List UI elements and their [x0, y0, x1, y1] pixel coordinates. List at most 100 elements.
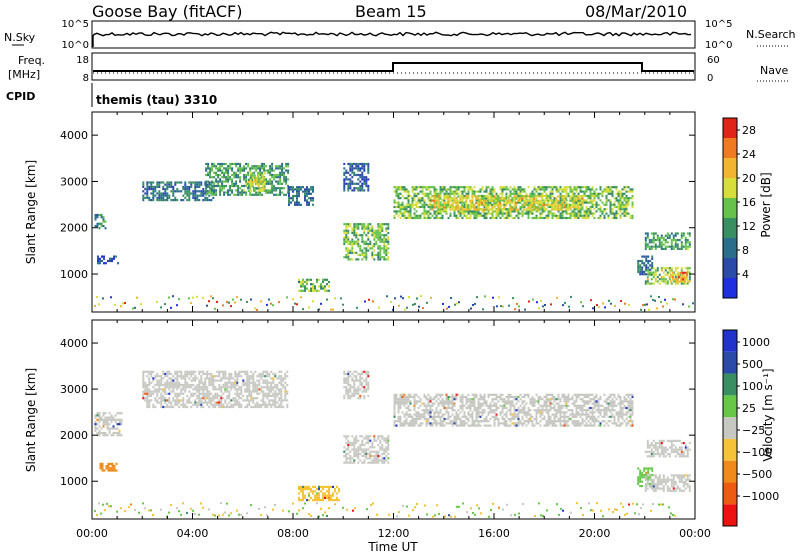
scatter-cell	[601, 192, 604, 195]
scatter-cell	[403, 210, 406, 213]
scatter-cell	[287, 169, 290, 172]
scatter-cell	[111, 259, 113, 263]
scatter-cell	[670, 269, 673, 272]
scatter-cell	[451, 409, 454, 412]
scatter-cell	[641, 268, 644, 271]
scatter-cell	[244, 370, 247, 373]
scatter-cell	[156, 372, 159, 376]
scatter-cell	[411, 395, 414, 399]
scatter-cell	[144, 192, 147, 195]
scatter-cell	[481, 409, 484, 412]
scatter-cell	[561, 210, 564, 213]
scatter-cell	[617, 208, 620, 211]
scatter-cell	[363, 223, 366, 226]
scatter-cell	[451, 398, 454, 401]
scatter-cell	[216, 401, 219, 404]
scatter-cell	[415, 194, 418, 198]
scatter-cell	[471, 402, 474, 405]
scatter-cell	[379, 249, 382, 252]
scatter-cell	[589, 197, 592, 200]
scatter-cell	[670, 275, 673, 279]
scatter-cell	[194, 185, 197, 188]
scatter-cell	[411, 422, 414, 425]
scatter-cell	[471, 417, 474, 421]
scatter-cell	[306, 192, 308, 195]
scatter-cell	[555, 208, 558, 211]
scatter-cell	[467, 404, 470, 407]
scatter-cell	[180, 392, 183, 395]
scatter-cell	[501, 197, 504, 200]
scatter-cell	[387, 448, 390, 451]
scatter-cell	[409, 216, 412, 220]
scatter-cell	[172, 386, 175, 389]
scatter-cell	[359, 249, 362, 252]
scatter-cell	[306, 190, 308, 193]
scatter-cell	[166, 379, 169, 382]
scatter-cell	[491, 195, 494, 198]
scatter-cell	[455, 420, 458, 423]
scatter-cell	[166, 372, 169, 376]
scatter-cell	[688, 280, 691, 283]
scatter-cell	[338, 499, 340, 502]
scatter-cell	[651, 262, 654, 265]
scatter-cell	[198, 372, 201, 376]
scatter-cell	[577, 186, 580, 189]
scatter-cell	[278, 375, 281, 378]
scatter-cell	[654, 271, 657, 274]
scatter-cell	[96, 431, 99, 435]
scatter-cell	[111, 257, 113, 260]
scatter-cell	[631, 203, 634, 206]
scatter-cell	[202, 190, 205, 193]
scatter-cell	[269, 167, 272, 170]
scatter-cell	[493, 199, 496, 202]
scatter-cell	[457, 393, 460, 396]
scatter-cell	[583, 194, 586, 198]
scatter-cell	[413, 208, 416, 211]
scatter-cell	[577, 214, 580, 217]
scatter-cell	[273, 173, 276, 177]
scatter-cell	[160, 394, 163, 398]
scatter-cell	[214, 392, 217, 395]
scatter-cell	[154, 190, 157, 193]
scatter-cell	[249, 183, 252, 186]
scatter-cell	[497, 214, 500, 217]
scatter-cell	[497, 424, 500, 427]
scatter-cell	[264, 386, 267, 389]
scatter-cell	[349, 258, 352, 261]
scatter-cell	[569, 208, 572, 211]
scatter-cell	[461, 206, 464, 209]
scatter-cell	[411, 201, 414, 204]
scatter-cell	[451, 199, 454, 202]
scatter-cell	[483, 417, 486, 421]
scatter-cell	[475, 212, 478, 215]
scatter-cell	[225, 180, 228, 183]
scatter-cell	[437, 208, 440, 211]
scatter-cell	[250, 394, 253, 398]
scatter-cell	[182, 392, 185, 395]
scatter-cell	[190, 192, 193, 195]
noise-cell	[666, 302, 668, 305]
scatter-cell	[455, 197, 458, 200]
scatter-cell	[569, 212, 572, 215]
scatter-cell	[168, 401, 171, 404]
scatter-cell	[615, 205, 618, 209]
scatter-cell	[497, 210, 500, 213]
scatter-cell	[219, 187, 222, 190]
scatter-cell	[306, 499, 308, 502]
scatter-cell	[399, 400, 402, 403]
scatter-cell	[94, 429, 97, 432]
scatter-cell	[585, 212, 588, 215]
scatter-cell	[262, 392, 265, 395]
scatter-cell	[194, 183, 197, 186]
scatter-cell	[385, 437, 388, 440]
scatter-cell	[451, 402, 454, 405]
scatter-cell	[379, 238, 382, 241]
scatter-cell	[288, 188, 290, 191]
scatter-cell	[381, 457, 384, 460]
scatter-cell	[644, 232, 647, 235]
scatter-cell	[158, 379, 161, 382]
scatter-cell	[259, 167, 262, 170]
scatter-cell	[355, 242, 358, 246]
scatter-cell	[547, 201, 550, 205]
scatter-cell	[234, 381, 237, 384]
